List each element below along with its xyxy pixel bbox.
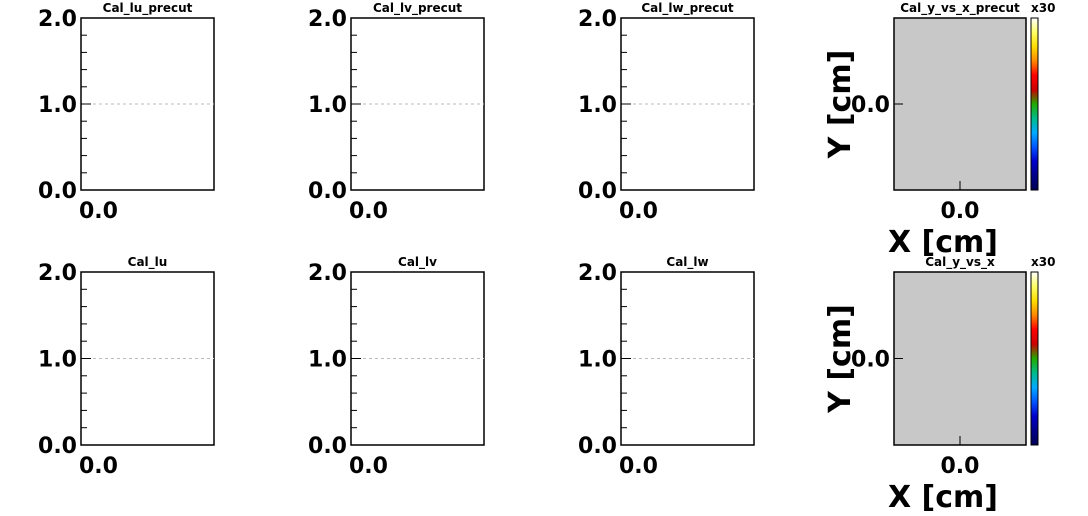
chart-title-cal-lu: Cal_lu: [128, 255, 168, 270]
y-tick-label: 1.0: [308, 93, 347, 118]
x-tick-label: 0.0: [941, 199, 980, 224]
y-tick-label: 0.0: [578, 179, 617, 204]
y-tick-label: 0.0: [851, 93, 890, 118]
y-axis-label: Y [cm]: [823, 50, 858, 160]
x-tick-label: 0.0: [349, 454, 388, 479]
chart-title-cal-lv: Cal_lv: [398, 255, 437, 270]
y-tick-label: 0.0: [578, 434, 617, 459]
chart-title-cal-lu-precut: Cal_lu_precut: [103, 1, 193, 16]
y-tick-label: 2.0: [308, 261, 347, 286]
y-axis-label: Y [cm]: [823, 304, 858, 414]
y-tick-label: 0.0: [38, 179, 77, 204]
y-tick-label: 0.0: [38, 434, 77, 459]
y-tick-label: 2.0: [578, 261, 617, 286]
colorbar: [1030, 271, 1039, 446]
y-tick-label: 1.0: [578, 348, 617, 373]
chart-title-cal-y-vs-x: Cal_y_vs_x: [925, 255, 995, 270]
y-tick-label: 2.0: [38, 261, 77, 286]
y-tick-label: 1.0: [308, 348, 347, 373]
x-tick-label: 0.0: [619, 199, 658, 224]
y-tick-label: 2.0: [578, 7, 617, 32]
x-tick-label: 0.0: [79, 454, 118, 479]
y-tick-label: 0.0: [308, 179, 347, 204]
y-tick-label: 0.0: [308, 434, 347, 459]
x-axis-label: X [cm]: [888, 480, 998, 515]
x-tick-label: 0.0: [349, 199, 388, 224]
x-tick-label: 0.0: [79, 199, 118, 224]
y-tick-label: 1.0: [38, 348, 77, 373]
colorbar-exponent-label: x30: [1031, 1, 1055, 15]
x-tick-label: 0.0: [941, 454, 980, 479]
heatmap-area-cal-y-vs-x-precut: [893, 17, 1027, 191]
heatmap-area-cal-y-vs-x: [893, 271, 1027, 446]
y-tick-label: 0.0: [851, 348, 890, 373]
chart-title-cal-lv-precut: Cal_lv_precut: [373, 1, 462, 16]
chart-title-cal-y-vs-x-precut: Cal_y_vs_x_precut: [900, 1, 1020, 16]
y-tick-label: 1.0: [38, 93, 77, 118]
y-tick-label: 2.0: [38, 7, 77, 32]
x-tick-label: 0.0: [619, 454, 658, 479]
chart-title-cal-lw-precut: Cal_lw_precut: [641, 1, 734, 16]
y-tick-label: 2.0: [308, 7, 347, 32]
chart-title-cal-lw: Cal_lw: [666, 255, 708, 270]
colorbar: [1030, 17, 1039, 191]
x-axis-label: X [cm]: [888, 225, 998, 260]
y-tick-label: 1.0: [578, 93, 617, 118]
colorbar-exponent-label: x30: [1031, 255, 1055, 269]
